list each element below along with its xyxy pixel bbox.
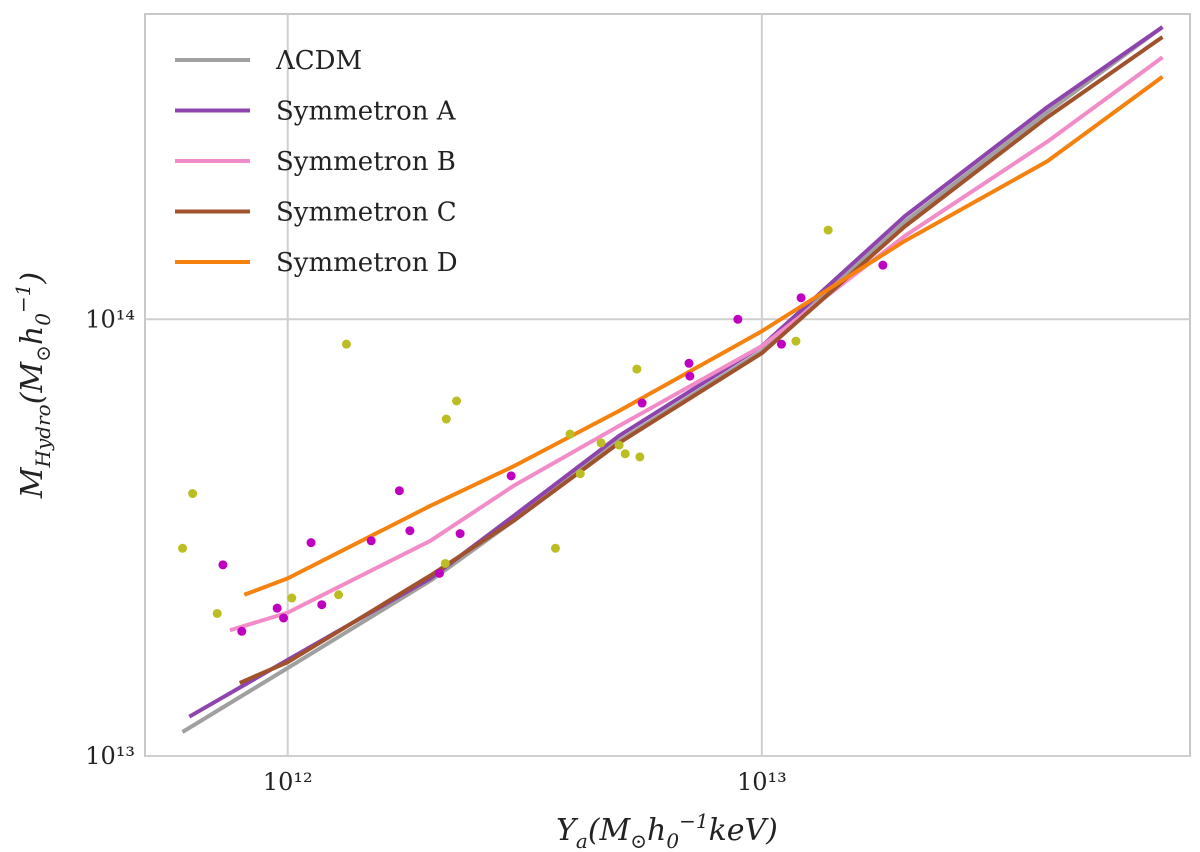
data-point [317,600,327,610]
data-point [796,293,806,303]
data-point [334,590,344,600]
series-line [229,55,1164,633]
legend-label: Symmetron D [276,248,458,278]
data-point [405,526,415,536]
data-point [620,449,630,459]
data-point [614,440,624,450]
label-part: Hydro [31,404,55,468]
data-point [776,339,786,349]
data-point [287,593,297,603]
label-part: ⊙ [31,345,55,362]
data-point [685,371,695,381]
data-point [632,364,642,374]
label-part: ⊙ [630,829,647,852]
label-part: 0 [666,829,679,852]
y-axis-label: MHydro(M⊙h0−1) [11,272,55,499]
data-point [550,543,560,553]
data-point [684,358,694,368]
label-part: keV) [709,813,778,848]
data-point [366,536,376,546]
data-point [506,471,516,481]
legend-label: Symmetron A [276,97,457,127]
data-point [435,568,445,578]
label-part: −1 [679,809,708,833]
data-point [306,538,316,548]
data-point [272,603,282,613]
data-point [188,489,198,499]
data-point [452,396,462,406]
label-part: ) [15,272,50,285]
legend-label: Symmetron C [276,198,457,228]
grid [145,14,1190,757]
label-part: Y [556,813,579,848]
data-point [178,543,188,553]
data-point [455,529,465,539]
data-point [878,260,888,270]
x-tick-label: 10¹³ [737,768,787,796]
data-point [791,336,801,346]
data-point [575,469,585,479]
data-point [279,613,289,623]
label-part: M [15,466,50,499]
label-part: (M [15,361,50,405]
data-point [823,225,833,235]
label-part: (M [588,813,632,848]
data-point [237,626,247,636]
data-point [341,339,351,349]
series-line [243,75,1164,597]
data-point [596,438,606,448]
label-part: h [15,326,50,345]
x-tick-label: 10¹² [263,768,313,796]
x-axis-label: Ya(M⊙h0−1keV) [556,809,778,852]
y-tick-label: 10¹³ [85,742,135,770]
data-point [218,560,228,570]
data-point [637,398,647,408]
label-part: a [576,829,588,852]
data-point [441,414,451,424]
legend-label: ΛCDM [275,46,362,76]
label-part: −1 [11,284,35,313]
legend: ΛCDM Symmetron A Symmetron B Symmetron C Sym… [175,46,458,278]
data-point [733,314,743,324]
legend-label: Symmetron B [276,147,456,177]
data-point [565,429,575,439]
data-point [440,558,450,568]
data-point [635,452,645,462]
label-part: h [647,813,666,848]
marks [178,25,1164,734]
y-tick-label: 10¹⁴ [85,305,135,333]
data-point [394,486,404,496]
label-part: 0 [31,313,55,326]
data-point [212,608,222,618]
